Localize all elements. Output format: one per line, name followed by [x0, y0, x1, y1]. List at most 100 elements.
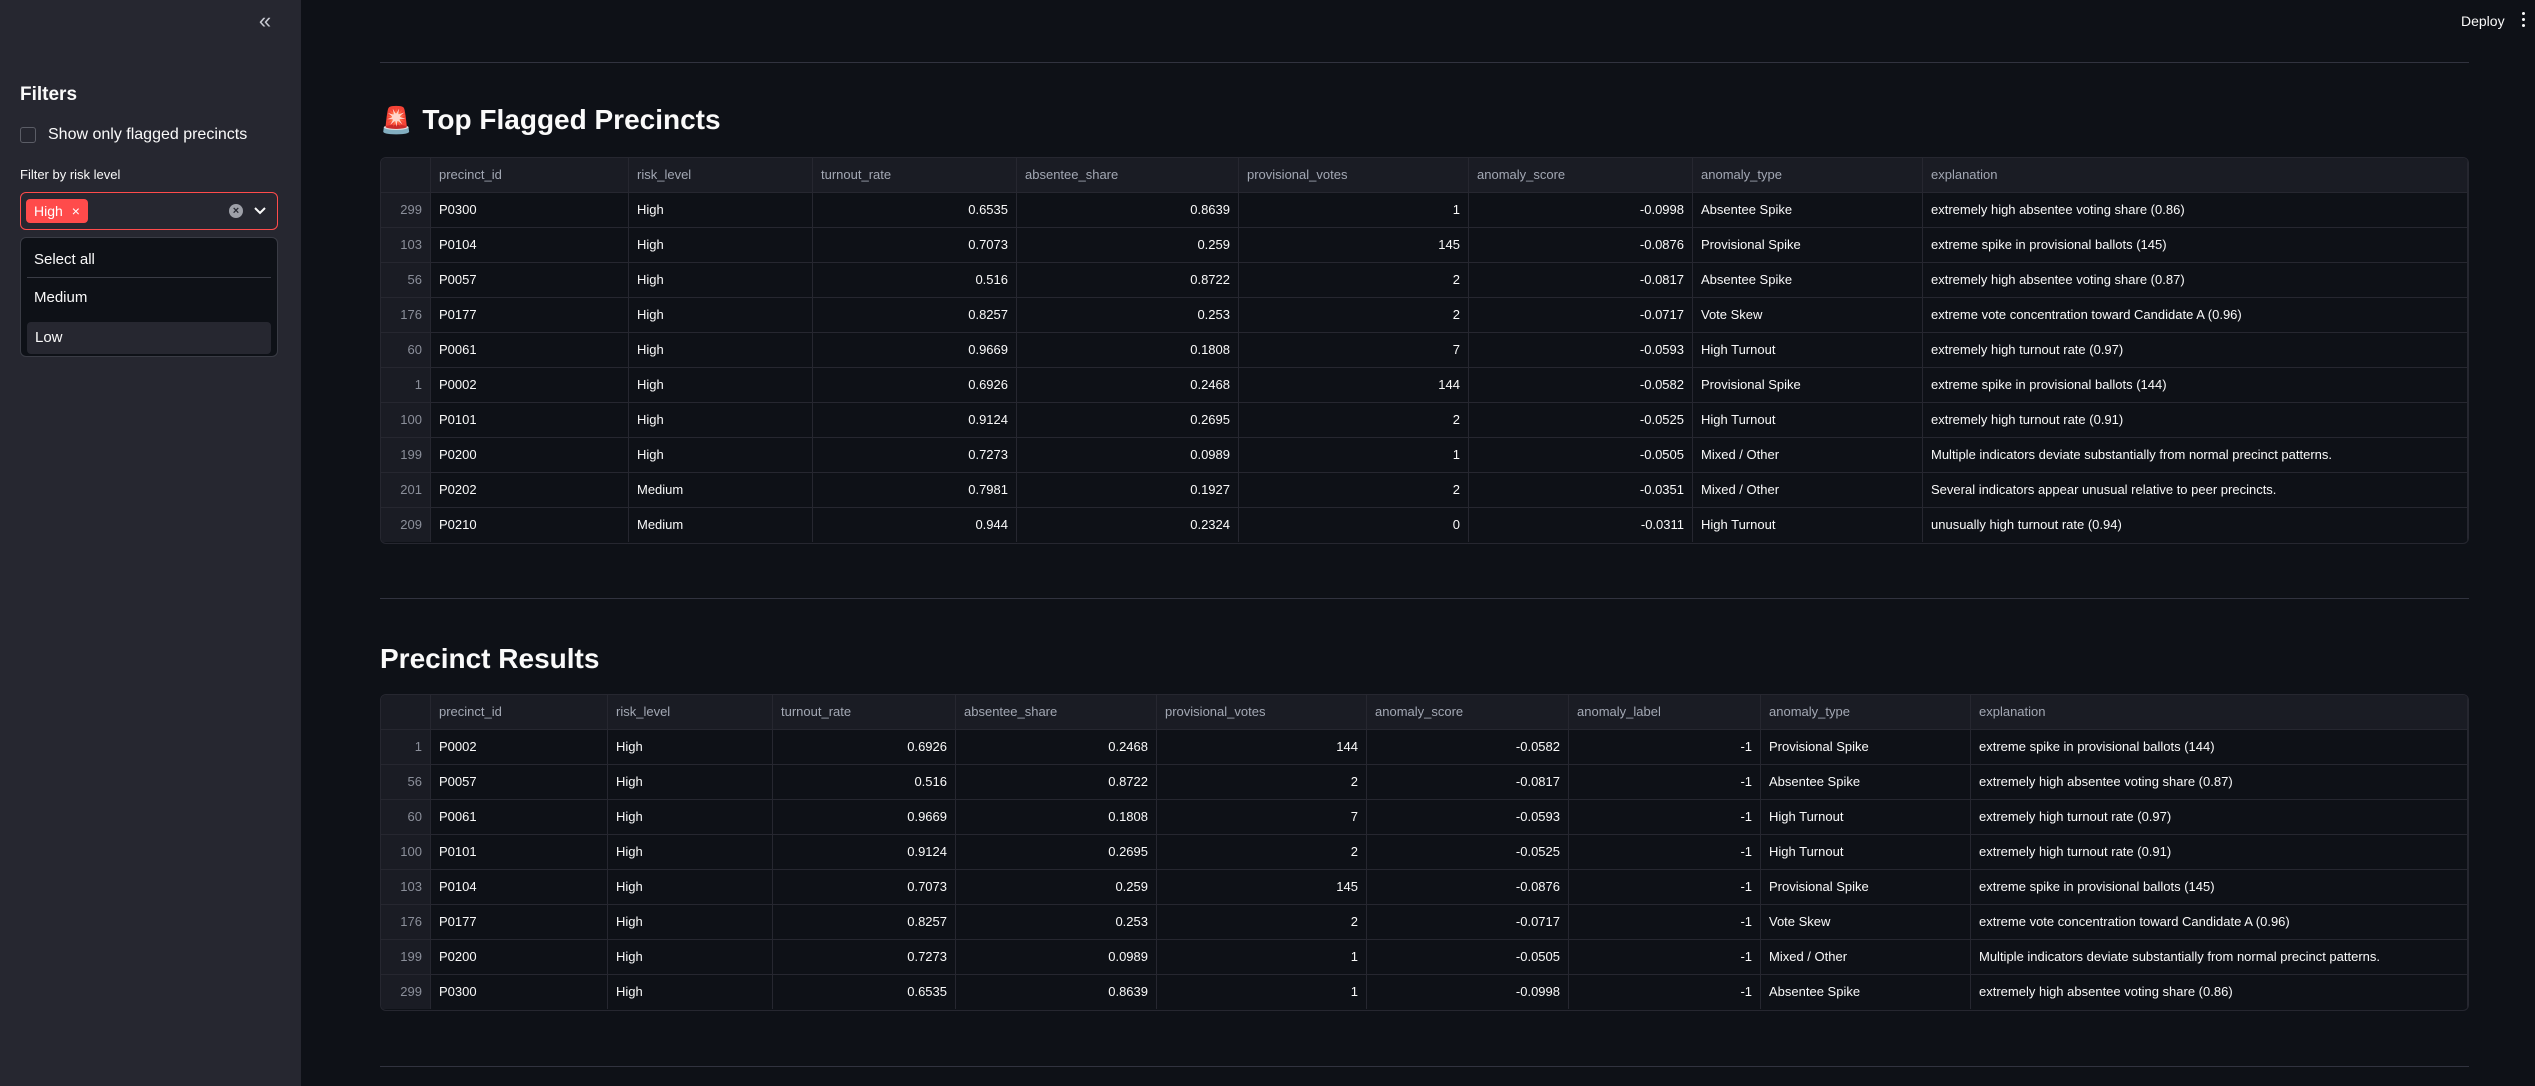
table-cell: extremely high turnout rate (0.97) — [1971, 800, 2468, 834]
table-row[interactable]: 1 P0002 High 0.6926 0.2468 144 -0.0582 -1 Provis… — [381, 730, 2468, 765]
table-row[interactable]: 56 P0057 High 0.516 0.8722 2 -0.0817 -1 Absentee… — [381, 765, 2468, 800]
table-cell: High — [608, 730, 773, 764]
column-header[interactable]: anomaly_score — [1469, 158, 1693, 192]
column-header[interactable]: anomaly_type — [1693, 158, 1923, 192]
flagged-only-checkbox-row[interactable]: Show only flagged precincts — [20, 126, 247, 144]
table-cell: 145 — [1157, 870, 1367, 904]
table-row[interactable]: 1 P0002 High 0.6926 0.2468 144 -0.0582 Provisio… — [381, 368, 2468, 403]
table-cell: High — [608, 975, 773, 1009]
table-cell: Multiple indicators deviate substantiall… — [1971, 940, 2468, 974]
table-row[interactable]: 100 P0101 High 0.9124 0.2695 2 -0.0525 -1 High T… — [381, 835, 2468, 870]
table-cell: -1 — [1569, 730, 1761, 764]
table-row[interactable]: 100 P0101 High 0.9124 0.2695 2 -0.0525 High Tur… — [381, 403, 2468, 438]
table-row[interactable]: 176 P0177 High 0.8257 0.253 2 -0.0717 Vote Skew… — [381, 298, 2468, 333]
table-row[interactable]: 299 P0300 High 0.6535 0.8639 1 -0.0998 -1 Absent… — [381, 975, 2468, 1010]
table-header[interactable]: precinct_id risk_level turnout_rate absente… — [381, 158, 2468, 193]
column-header[interactable]: absentee_share — [956, 695, 1157, 729]
table-row[interactable]: 199 P0200 High 0.7273 0.0989 1 -0.0505 -1 Mixed … — [381, 940, 2468, 975]
table-cell: -0.0582 — [1367, 730, 1569, 764]
table-cell: Absentee Spike — [1761, 765, 1971, 799]
table-row[interactable]: 176 P0177 High 0.8257 0.253 2 -0.0717 -1 Vote Sk… — [381, 905, 2468, 940]
column-header[interactable]: turnout_rate — [773, 695, 956, 729]
table-cell: P0101 — [431, 835, 608, 869]
flagged-only-checkbox[interactable] — [20, 127, 36, 143]
table-cell: -0.0525 — [1367, 835, 1569, 869]
column-header[interactable]: risk_level — [629, 158, 813, 192]
table-cell: -0.0876 — [1367, 870, 1569, 904]
column-header[interactable]: explanation — [1923, 158, 2468, 192]
table-cell: P0177 — [431, 905, 608, 939]
column-header[interactable]: anomaly_type — [1761, 695, 1971, 729]
column-header[interactable]: turnout_rate — [813, 158, 1017, 192]
deploy-button[interactable]: Deploy — [2461, 13, 2505, 29]
table-cell: Provisional Spike — [1761, 730, 1971, 764]
checkbox-label: Show only flagged precincts — [48, 126, 248, 143]
option-low[interactable]: Low — [27, 322, 271, 354]
table-row[interactable]: 60 P0061 High 0.9669 0.1808 7 -0.0593 High Turn… — [381, 333, 2468, 368]
chip-label: High — [34, 203, 63, 219]
table-cell: P0057 — [431, 263, 629, 297]
table-cell: extreme spike in provisional ballots (14… — [1971, 730, 2468, 764]
table-cell: Absentee Spike — [1693, 263, 1923, 297]
table-row[interactable]: 199 P0200 High 0.7273 0.0989 1 -0.0505 Mixed / … — [381, 438, 2468, 473]
clear-icon[interactable]: × — [229, 204, 243, 218]
option-medium[interactable]: Medium — [34, 289, 88, 306]
table-row[interactable]: 103 P0104 High 0.7073 0.259 145 -0.0876 -1 Provi… — [381, 870, 2468, 905]
selected-chip-high[interactable]: High × — [26, 199, 88, 223]
table-row[interactable]: 209 P0210 Medium 0.944 0.2324 0 -0.0311 High Tu… — [381, 508, 2468, 543]
column-header[interactable]: anomaly_label — [1569, 695, 1761, 729]
table-header[interactable]: precinct_id risk_level turnout_rate absente… — [381, 695, 2468, 730]
table-cell: High Turnout — [1761, 835, 1971, 869]
chevron-down-icon[interactable] — [251, 199, 269, 223]
row-index: 299 — [381, 193, 431, 227]
table-cell: -0.0525 — [1469, 403, 1693, 437]
table-cell: Provisional Spike — [1761, 870, 1971, 904]
table-row[interactable]: 60 P0061 High 0.9669 0.1808 7 -0.0593 -1 High Tu… — [381, 800, 2468, 835]
column-header[interactable]: provisional_votes — [1239, 158, 1469, 192]
column-header[interactable]: risk_level — [608, 695, 773, 729]
column-header[interactable] — [381, 158, 431, 192]
column-header[interactable]: absentee_share — [1017, 158, 1239, 192]
table-cell: 0.0989 — [1017, 438, 1239, 472]
table-cell: -0.0505 — [1469, 438, 1693, 472]
dropdown-divider — [27, 277, 271, 278]
chip-remove-icon[interactable]: × — [71, 203, 80, 219]
column-header[interactable]: provisional_votes — [1157, 695, 1367, 729]
column-header[interactable]: precinct_id — [431, 158, 629, 192]
table-cell: extreme spike in provisional ballots (14… — [1923, 368, 2468, 402]
row-index: 201 — [381, 473, 431, 507]
row-index: 1 — [381, 368, 431, 402]
table-cell: 0.7273 — [773, 940, 956, 974]
table-cell: Provisional Spike — [1693, 368, 1923, 402]
table-cell: 1 — [1157, 975, 1367, 1009]
results-table[interactable]: precinct_id risk_level turnout_rate absente… — [380, 694, 2469, 1011]
flagged-table[interactable]: precinct_id risk_level turnout_rate absente… — [380, 157, 2469, 544]
table-cell: High — [629, 228, 813, 262]
table-row[interactable]: 56 P0057 High 0.516 0.8722 2 -0.0817 Absentee S… — [381, 263, 2468, 298]
risk-level-multiselect[interactable]: High × × — [20, 192, 278, 230]
table-cell: High — [629, 403, 813, 437]
table-cell: -0.0593 — [1469, 333, 1693, 367]
table-cell: 0.259 — [1017, 228, 1239, 262]
column-header[interactable]: anomaly_score — [1367, 695, 1569, 729]
table-cell: High — [629, 263, 813, 297]
table-cell: 0.1808 — [1017, 333, 1239, 367]
option-select-all[interactable]: Select all — [34, 251, 95, 268]
main-menu-icon[interactable] — [2521, 12, 2527, 30]
sidebar: « Filters Show only flagged precincts Fi… — [0, 0, 301, 1086]
table-row[interactable]: 201 P0202 Medium 0.7981 0.1927 2 -0.0351 Mixed … — [381, 473, 2468, 508]
table-cell: 0.7073 — [813, 228, 1017, 262]
table-cell: -0.0505 — [1367, 940, 1569, 974]
column-header[interactable]: precinct_id — [431, 695, 608, 729]
table-row[interactable]: 299 P0300 High 0.6535 0.8639 1 -0.0998 Absentee… — [381, 193, 2468, 228]
double-chevron-left-icon[interactable]: « — [258, 8, 272, 33]
table-cell: extremely high absentee voting share (0.… — [1923, 193, 2468, 227]
table-cell: 0.8257 — [813, 298, 1017, 332]
row-index: 176 — [381, 298, 431, 332]
column-header[interactable]: explanation — [1971, 695, 2468, 729]
table-cell: 144 — [1157, 730, 1367, 764]
table-cell: Medium — [629, 473, 813, 507]
table-row[interactable]: 103 P0104 High 0.7073 0.259 145 -0.0876 Provisi… — [381, 228, 2468, 263]
column-header[interactable] — [381, 695, 431, 729]
row-index: 60 — [381, 333, 431, 367]
